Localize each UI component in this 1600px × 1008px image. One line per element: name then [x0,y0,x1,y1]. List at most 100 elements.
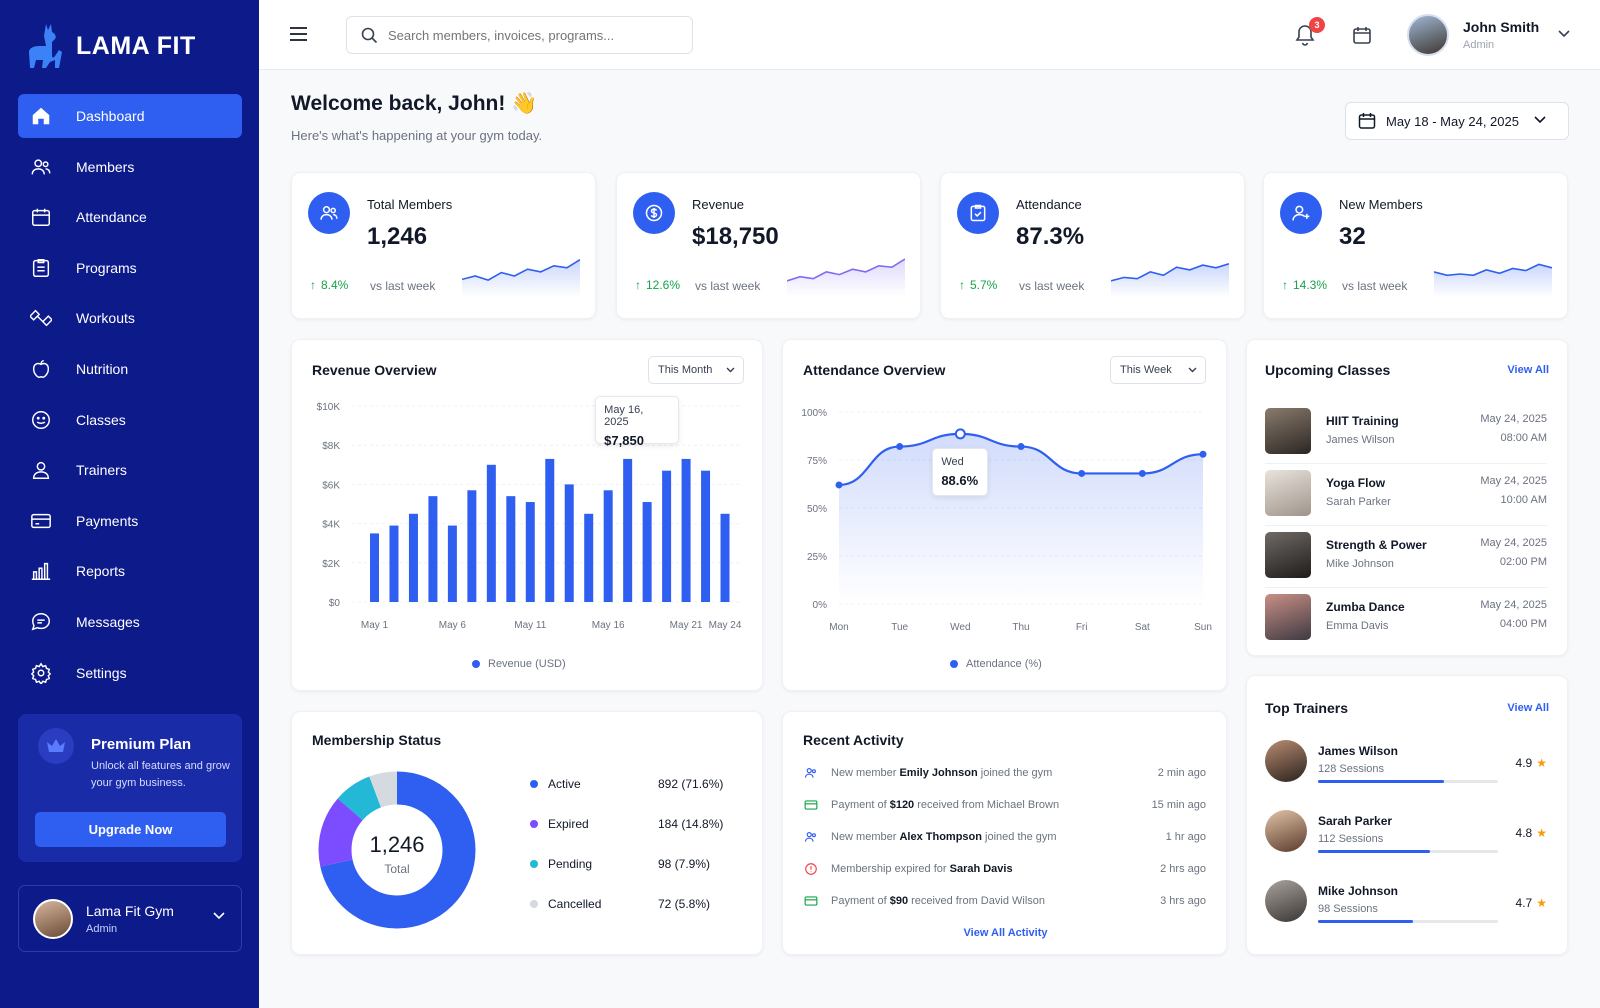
class-trainer: James Wilson [1326,434,1395,446]
stat-change-value: 8.4% [321,278,349,292]
rating-value: 4.8 [1515,826,1533,840]
activity-item[interactable]: New member Emily Johnson joined the gym … [803,763,1206,783]
class-item[interactable]: HIIT Training James Wilson May 24, 2025 … [1265,408,1547,454]
activity-subject: Emily Johnson [899,767,978,779]
trainer-item[interactable]: James Wilson 128 Sessions 4.9 ★ [1265,740,1547,784]
donut-slice[interactable] [318,771,476,929]
attendance-point[interactable] [1199,450,1207,458]
attendance-point[interactable] [835,481,843,489]
arrow-up-icon: ↑ [635,278,641,292]
revenue-bar[interactable] [467,490,477,602]
hamburger-menu-icon[interactable] [288,25,309,43]
x-tick-label: Mon [829,622,848,633]
revenue-bar[interactable] [545,458,555,602]
legend-label: Expired [548,817,589,831]
class-item[interactable]: Zumba Dance Emma Davis May 24, 2025 04:0… [1265,594,1547,640]
logo[interactable]: LAMA FIT [26,22,196,70]
class-name: Yoga Flow [1326,476,1386,490]
y-tick-label: 0% [813,600,828,611]
revenue-period-select[interactable]: This Month [648,356,744,384]
stat-change: ↑ 14.3% [1282,278,1327,292]
class-item[interactable]: Yoga Flow Sarah Parker May 24, 2025 10:0… [1265,470,1547,516]
trainer-progress-bar [1318,850,1498,853]
alert-icon [803,861,819,877]
revenue-bar[interactable] [662,470,672,602]
sidebar-item-members[interactable]: Members [18,145,242,189]
sidebar-item-programs[interactable]: Programs [18,246,242,290]
revenue-bar[interactable] [506,496,516,602]
sidebar-item-settings[interactable]: Settings [18,651,242,695]
class-item[interactable]: Strength & Power Mike Johnson May 24, 20… [1265,532,1547,578]
activity-item[interactable]: New member Alex Thompson joined the gym … [803,827,1206,847]
user-name: John Smith [1463,19,1540,35]
x-tick-label: May 16 [592,620,625,631]
revenue-bar[interactable] [370,533,379,602]
rating-value: 4.7 [1515,896,1533,910]
sidebar-item-attendance[interactable]: Attendance [18,195,242,239]
sidebar-item-workouts[interactable]: Workouts [18,296,242,340]
sidebar-item-dashboard[interactable]: Dashboard [18,94,242,138]
attendance-point[interactable] [954,428,966,440]
class-date: May 24, 2025 [1480,475,1547,487]
activity-subject: Sarah Davis [949,863,1013,875]
revenue-bar[interactable] [428,496,438,602]
upgrade-now-button[interactable]: Upgrade Now [35,812,226,847]
view-all-activity-link[interactable]: View All Activity [963,927,1048,939]
attendance-period-select[interactable]: This Week [1110,356,1206,384]
bar-chart-icon [31,563,51,581]
user-menu[interactable]: John Smith Admin [1407,14,1570,56]
trainer-rating: 4.7 ★ [1516,896,1547,910]
search-input[interactable] [388,27,678,43]
donut-slice[interactable] [318,771,476,929]
revenue-bar[interactable] [389,525,399,602]
calendar-icon[interactable] [1352,25,1372,45]
bell-icon[interactable] [1295,24,1315,46]
revenue-bar[interactable] [642,502,652,602]
search-box[interactable] [346,16,693,54]
revenue-bar[interactable] [584,513,594,602]
attendance-point[interactable] [1138,469,1146,477]
revenue-bar[interactable] [486,464,496,602]
sidebar-item-reports[interactable]: Reports [18,549,242,593]
activity-item[interactable]: Payment of $120 received from Michael Br… [803,795,1206,815]
gym-account-switcher[interactable]: Lama Fit Gym Admin [18,885,242,952]
trainer-item[interactable]: Mike Johnson 98 Sessions 4.7 ★ [1265,880,1547,924]
x-tick-label: May 24 [709,620,742,631]
revenue-bar[interactable] [701,470,711,602]
activity-item[interactable]: Payment of $90 received from David Wilso… [803,891,1206,911]
stat-value: $18,750 [692,223,779,250]
revenue-bar[interactable] [681,458,691,602]
revenue-bar[interactable] [525,502,535,602]
revenue-bar[interactable] [408,513,418,602]
sidebar-item-classes[interactable]: Classes [18,398,242,442]
attendance-point[interactable] [896,443,904,451]
membership-status-card: Membership Status 1,246 Total Active 892… [291,711,763,955]
legend-value: 98 (7.9%) [658,857,711,871]
class-date: May 24, 2025 [1480,599,1547,611]
activity-text: Payment of $120 received from Michael Br… [831,799,1059,811]
user-icon [803,765,819,781]
view-all-classes-link[interactable]: View All [1507,364,1549,376]
sidebar-item-trainers[interactable]: Trainers [18,448,242,492]
revenue-bar[interactable] [720,513,730,602]
sidebar-item-payments[interactable]: Payments [18,499,242,543]
trainer-item[interactable]: Sarah Parker 112 Sessions 4.8 ★ [1265,810,1547,854]
view-all-trainers-link[interactable]: View All [1507,702,1549,714]
attendance-point[interactable] [1017,443,1025,451]
class-name: HIIT Training [1326,414,1399,428]
activity-text: New member Alex Thompson joined the gym [831,831,1057,843]
revenue-bar[interactable] [564,484,574,602]
sidebar-item-messages[interactable]: Messages [18,600,242,644]
class-trainer: Sarah Parker [1326,496,1391,508]
revenue-bar[interactable] [447,525,457,602]
activity-item[interactable]: Membership expired for Sarah Davis 2 hrs… [803,859,1206,879]
gym-name: Lama Fit Gym [86,902,174,919]
revenue-bar[interactable] [623,458,633,602]
star-icon: ★ [1536,896,1547,910]
attendance-point[interactable] [1078,469,1086,477]
legend-dot [950,660,958,668]
sidebar-item-nutrition[interactable]: Nutrition [18,347,242,391]
revenue-bar[interactable] [603,490,613,602]
card-title: Top Trainers [1265,700,1348,716]
date-range-picker[interactable]: May 18 - May 24, 2025 [1345,102,1569,140]
